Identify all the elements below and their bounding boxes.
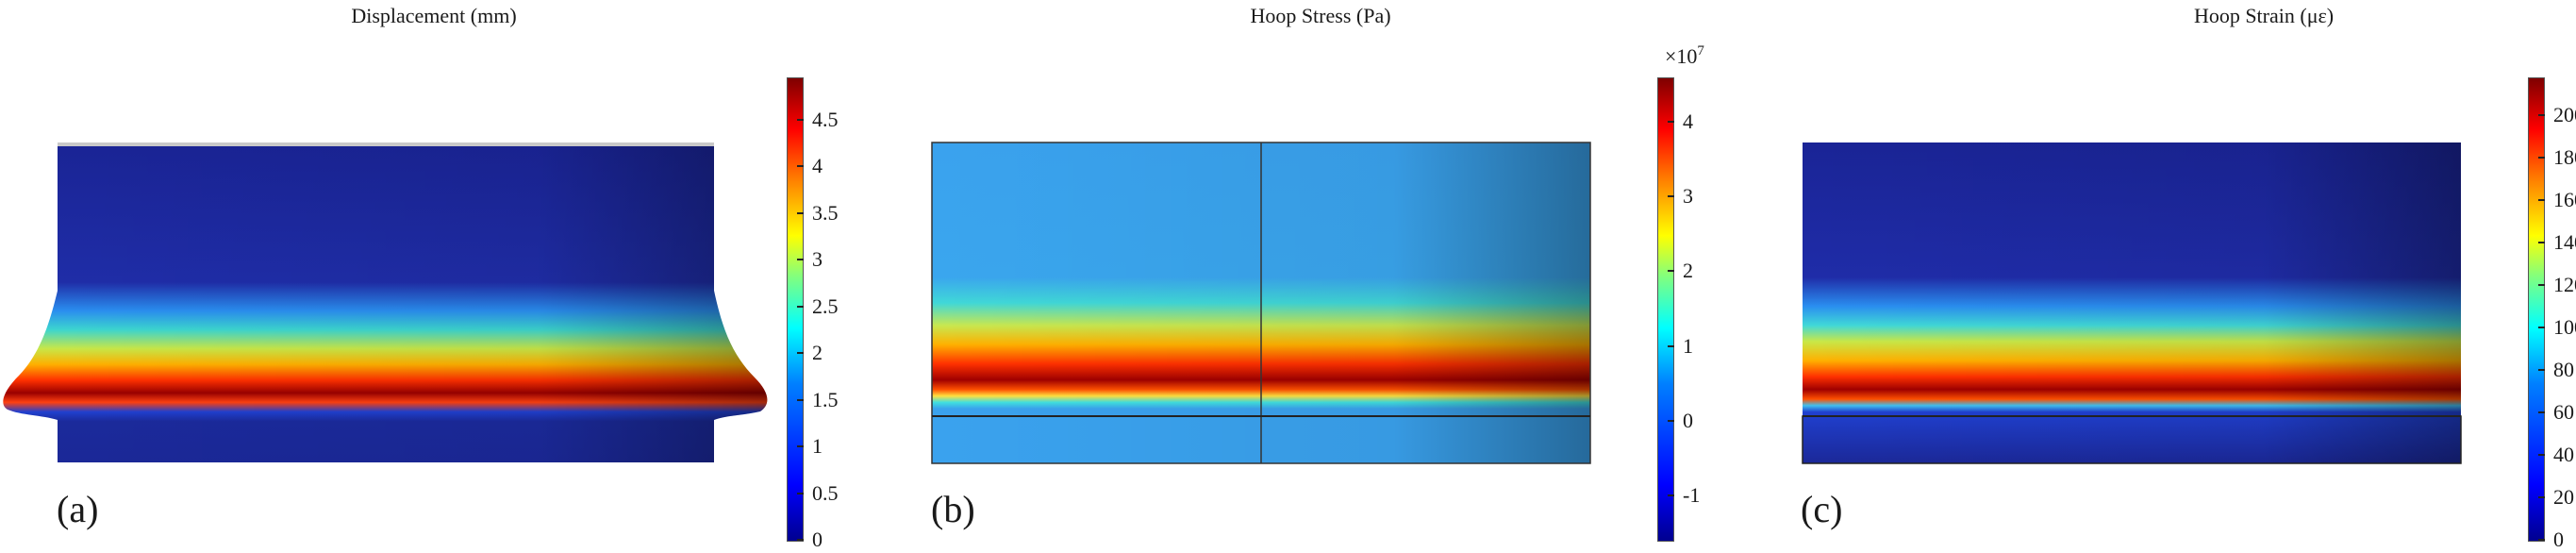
colorbar-tick-label: 4: [1683, 109, 1693, 134]
colorbar-tick-mark: [2538, 157, 2545, 159]
colorbar-tick-label: 4.5: [812, 107, 839, 131]
colorbar-tick-label: 2.5: [812, 293, 839, 318]
colorbar-tick-label: 120: [2553, 273, 2576, 297]
colorbar-tick-mark: [797, 398, 804, 401]
colorbar-tick-label: 2: [812, 341, 823, 365]
colorbar-tick-label: 160: [2553, 188, 2576, 212]
panel-c-title: Hoop Strain (με): [2193, 4, 2335, 27]
colorbar-tick-mark: [1668, 195, 1674, 198]
colorbar-tick-mark: [1668, 494, 1674, 496]
colorbar-b-exponent-power: 7: [1697, 43, 1704, 59]
colorbar-tick-mark: [797, 492, 804, 494]
colorbar-tick-mark: [797, 259, 804, 261]
colorbar-tick-mark: [797, 305, 804, 308]
colorbar-tick-label: 1: [812, 434, 823, 458]
panel-b-contour: [931, 142, 1591, 464]
colorbar-tick-label: 0: [812, 528, 823, 551]
colorbar-tick-label: 3.5: [812, 200, 839, 225]
colorbar-b-exponent: ×107: [1665, 40, 1704, 68]
colorbar-tick-label: 1: [1683, 333, 1693, 358]
colorbar-tick-mark: [2538, 411, 2545, 414]
colorbar-tick-label: 100: [2553, 315, 2576, 340]
colorbar-tick-label: 4: [812, 154, 823, 178]
colorbar-tick-mark: [797, 445, 804, 447]
panel-c-label: (c): [1801, 488, 1843, 530]
colorbar-tick-label: 2: [1683, 259, 1693, 283]
panel-b-title: Hoop Stress (Pa): [1250, 4, 1391, 27]
colorbar-tick-mark: [1668, 121, 1674, 124]
panel-a-contour: [3, 142, 768, 462]
colorbar-tick-label: 0: [1683, 408, 1693, 432]
colorbar-tick-mark: [1668, 270, 1674, 273]
colorbar-tick-mark: [797, 118, 804, 121]
colorbar-tick-mark: [1668, 344, 1674, 347]
colorbar-tick-label: 3: [812, 247, 823, 272]
colorbar-tick-label: 60: [2553, 400, 2574, 425]
colorbar-tick-label: 80: [2553, 358, 2574, 382]
colorbar-tick-mark: [2538, 539, 2545, 541]
colorbar-tick-label: 20: [2553, 485, 2574, 510]
colorbar-tick-label: 140: [2553, 230, 2576, 255]
colorbar-c: [2528, 77, 2545, 542]
colorbar-b: [1657, 77, 1674, 542]
colorbar-tick-mark: [797, 352, 804, 355]
colorbar-tick-mark: [2538, 284, 2545, 287]
panel-a-label: (a): [57, 488, 99, 530]
colorbar-tick-mark: [2538, 496, 2545, 499]
colorbar-tick-mark: [2538, 242, 2545, 244]
colorbar-tick-label: 3: [1683, 184, 1693, 209]
colorbar-tick-mark: [797, 165, 804, 168]
colorbar-tick-label: 1.5: [812, 387, 839, 411]
colorbar-tick-mark: [2538, 454, 2545, 457]
colorbar-a: [787, 77, 804, 542]
panel-a-title: Displacement (mm): [351, 4, 517, 27]
colorbar-tick-label: 180: [2553, 145, 2576, 170]
colorbar-tick-label: 200: [2553, 103, 2576, 127]
colorbar-tick-label: 0: [2553, 528, 2564, 551]
panel-b-label: (b): [931, 488, 975, 530]
colorbar-b-exponent-base: ×10: [1665, 44, 1698, 68]
colorbar-tick-mark: [797, 211, 804, 214]
colorbar-tick-label: -1: [1683, 482, 1701, 507]
panel-c-contour: [1802, 142, 2462, 464]
colorbar-tick-mark: [2538, 114, 2545, 117]
colorbar-tick-label: 40: [2553, 443, 2574, 467]
colorbar-tick-label: 0.5: [812, 480, 839, 505]
colorbar-tick-mark: [797, 539, 804, 541]
colorbar-tick-mark: [1668, 419, 1674, 422]
colorbar-tick-mark: [2538, 199, 2545, 202]
colorbar-tick-mark: [2538, 327, 2545, 329]
colorbar-tick-mark: [2538, 369, 2545, 372]
